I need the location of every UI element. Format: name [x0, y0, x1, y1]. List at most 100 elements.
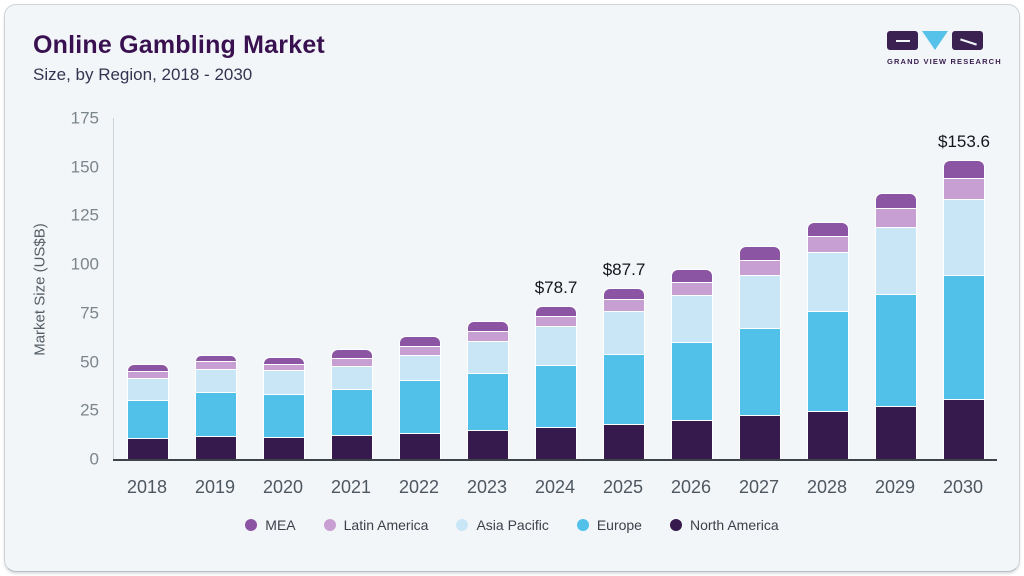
segment-north-america	[195, 435, 237, 459]
segment-asia-pacific	[331, 366, 373, 390]
segment-north-america	[807, 410, 849, 459]
bar-slot-2024: $78.7	[522, 118, 590, 459]
x-tick-label-2022: 2022	[398, 477, 440, 497]
segment-europe	[943, 274, 985, 399]
logo-v-triangle-icon	[922, 31, 948, 50]
y-tick-label: 100	[70, 254, 99, 274]
legend-item-mea: MEA	[245, 517, 296, 533]
y-tick-label: 175	[70, 108, 99, 128]
bar-slot-2025: $87.7	[590, 118, 658, 459]
segment-mea	[467, 321, 509, 331]
segment-mea	[399, 335, 441, 346]
y-tick-label: 50	[80, 352, 99, 372]
legend-label: Europe	[596, 517, 642, 533]
x-tick-label-2030: 2030	[942, 477, 984, 497]
chart-card: Online Gambling Market Size, by Region, …	[4, 4, 1020, 572]
segment-latin-america	[467, 330, 509, 341]
bar-2021	[331, 348, 373, 459]
segment-north-america	[535, 426, 577, 459]
segment-mea	[603, 288, 645, 300]
segment-asia-pacific	[671, 294, 713, 343]
legend-item-north-america: North America	[669, 517, 779, 533]
bar-slot-2018	[114, 118, 182, 459]
segment-europe	[467, 373, 509, 431]
bar-2027	[739, 246, 781, 459]
segment-europe	[739, 328, 781, 415]
x-tick-label-2029: 2029	[874, 477, 916, 497]
y-axis-ticks: 0 25 50 75 100 125 150 175	[33, 110, 99, 468]
x-tick-label-2023: 2023	[466, 477, 508, 497]
segment-asia-pacific	[943, 199, 985, 275]
segment-latin-america	[875, 207, 917, 227]
legend-dot-icon	[245, 519, 258, 531]
bar-2028	[807, 221, 849, 459]
segment-asia-pacific	[603, 310, 645, 354]
logo-r-block-icon	[952, 31, 983, 50]
legend-label: MEA	[265, 517, 296, 533]
segment-north-america	[331, 434, 373, 459]
legend-item-europe: Europe	[576, 517, 642, 533]
segment-north-america	[739, 414, 781, 459]
segment-asia-pacific	[807, 252, 849, 312]
bar-2018	[127, 363, 169, 459]
segment-mea	[263, 356, 305, 364]
y-tick-label: 125	[70, 205, 99, 225]
bar-2030	[943, 159, 985, 459]
segment-europe	[671, 342, 713, 421]
segment-europe	[875, 294, 917, 406]
legend-dot-icon	[456, 519, 469, 531]
segment-north-america	[467, 430, 509, 459]
legend-label: North America	[689, 517, 779, 533]
legend-label: Latin America	[343, 517, 429, 533]
logo-brand-text: GRAND VIEW RESEARCH	[887, 57, 1002, 66]
legend-item-asia-pacific: Asia Pacific	[456, 517, 549, 533]
segment-latin-america	[943, 178, 985, 200]
x-axis-line	[112, 459, 997, 461]
segment-asia-pacific	[263, 370, 305, 394]
x-tick-label-2025: 2025	[602, 477, 644, 497]
x-tick-label-2018: 2018	[126, 477, 168, 497]
bar-2024	[535, 305, 577, 459]
x-tick-label-2021: 2021	[330, 477, 372, 497]
bar-2029	[875, 192, 917, 459]
segment-north-america	[603, 423, 645, 459]
bar-slot-2020	[250, 118, 318, 459]
legend-dot-icon	[669, 519, 682, 531]
segment-latin-america	[671, 281, 713, 295]
segment-europe	[263, 393, 305, 437]
segment-mea	[807, 221, 849, 237]
legend-dot-icon	[323, 519, 336, 531]
segment-mea	[943, 159, 985, 179]
bar-slot-2023	[454, 118, 522, 459]
bar-slot-2029	[862, 118, 930, 459]
bar-2020	[263, 356, 305, 459]
x-tick-label-2020: 2020	[262, 477, 304, 497]
bar-2025	[603, 288, 645, 459]
segment-north-america	[671, 420, 713, 459]
y-tick-label: 0	[89, 449, 99, 469]
bar-slot-2019	[182, 118, 250, 459]
page-title: Online Gambling Market	[33, 31, 325, 59]
segment-europe	[603, 353, 645, 424]
segment-europe	[535, 364, 577, 427]
segment-europe	[331, 389, 373, 435]
x-tick-label-2028: 2028	[806, 477, 848, 497]
total-label-2030: $153.6	[938, 131, 990, 151]
plot-area: $78.7 $87.7 $153.6	[112, 118, 998, 461]
legend-dot-icon	[576, 519, 589, 531]
segment-mea	[535, 305, 577, 316]
segment-north-america	[263, 436, 305, 459]
x-tick-label-2027: 2027	[738, 477, 780, 497]
logo-icon	[887, 31, 983, 51]
segment-asia-pacific	[467, 340, 509, 374]
segment-europe	[195, 392, 237, 436]
grand-view-research-logo: GRAND VIEW RESEARCH	[887, 31, 1002, 66]
bar-slot-2030: $153.6	[930, 118, 998, 459]
segment-latin-america	[399, 345, 441, 355]
segment-asia-pacific	[739, 275, 781, 329]
page-subtitle: Size, by Region, 2018 - 2030	[33, 65, 253, 84]
segment-asia-pacific	[195, 368, 237, 393]
x-tick-label-2019: 2019	[194, 477, 236, 497]
total-label-2025: $87.7	[602, 260, 646, 280]
logo-g-block-icon	[887, 31, 918, 50]
